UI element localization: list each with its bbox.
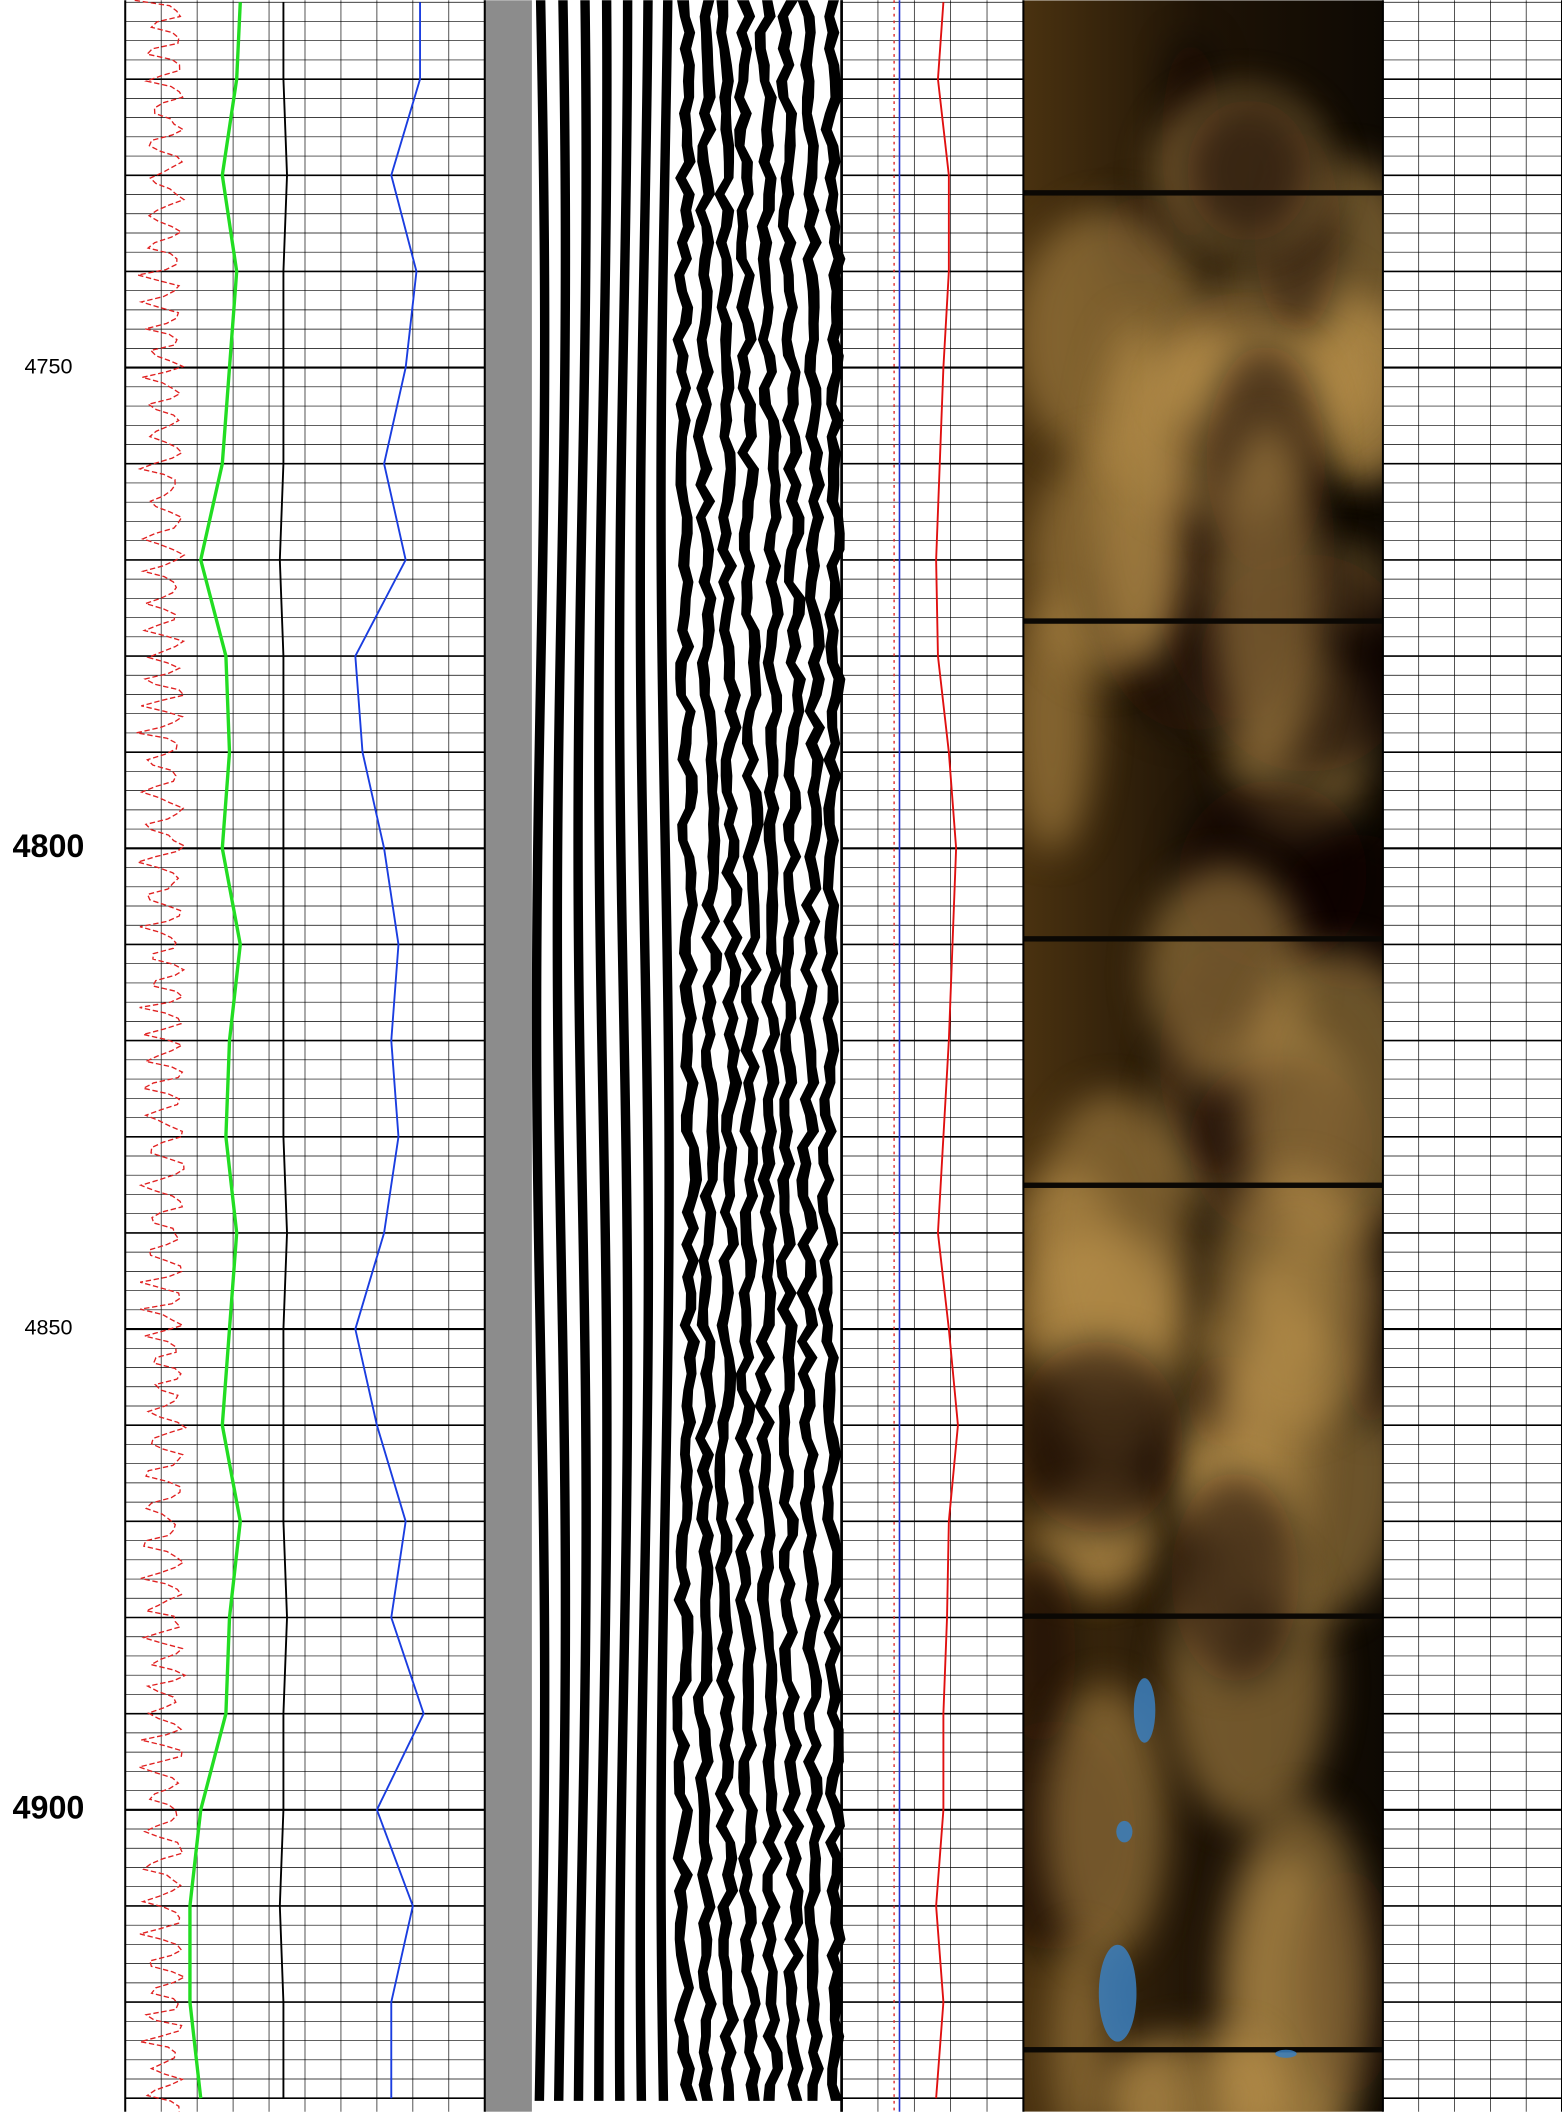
- texture-curve: [134, 0, 188, 2112]
- image-track: [1023, 0, 1383, 2112]
- image-seam: [1023, 936, 1383, 942]
- stripe: [817, 0, 846, 2101]
- stripe: [796, 0, 826, 2101]
- depth-label: 4900: [13, 1789, 85, 1825]
- log-curve: [188, 2, 242, 2099]
- image-seam: [1023, 2047, 1383, 2053]
- image-blob: [1032, 1091, 1191, 1399]
- image-blob: [1043, 1684, 1166, 1962]
- image-blob: [1203, 2035, 1275, 2112]
- image-seam: [1023, 618, 1383, 624]
- depth-label: 4800: [13, 828, 85, 864]
- stripe: [714, 0, 743, 2101]
- image-seam: [1023, 1182, 1383, 1188]
- stripe: [692, 0, 723, 2101]
- gray-column: [484, 0, 532, 2112]
- image-blob: [1211, 425, 1324, 772]
- image-blob: [1240, 949, 1383, 1243]
- image-blob: [1205, 1167, 1383, 1431]
- stripe: [754, 0, 784, 2101]
- waveform-track: [531, 0, 846, 2112]
- image-blob: [1023, 1341, 1183, 1534]
- stripe: [614, 0, 633, 2101]
- image-blob: [1220, 1800, 1376, 2112]
- depth-label: 4750: [25, 354, 73, 378]
- curves: [134, 0, 959, 2112]
- depth-label: 4850: [25, 1316, 73, 1340]
- stripe: [672, 0, 703, 2101]
- image-blob: [1049, 1935, 1110, 2112]
- stripe: [734, 0, 764, 2101]
- log-curve: [278, 2, 288, 2099]
- image-blob: [1023, 1555, 1076, 1747]
- image-blob: [1187, 99, 1312, 242]
- image-spot: [1133, 1678, 1156, 1743]
- stripe: [635, 0, 654, 2101]
- image-spot: [1098, 1944, 1137, 2042]
- stripe: [573, 0, 591, 2101]
- depth-labels: 4750 4800 4850 4900: [13, 354, 85, 1825]
- stripe: [552, 0, 571, 2101]
- image-blob: [1107, 2048, 1195, 2112]
- image-blob: [1171, 1472, 1300, 1683]
- stripe: [594, 0, 612, 2101]
- grid: [124, 0, 1562, 2112]
- image-spot: [1116, 1820, 1133, 1843]
- stripe: [775, 0, 806, 2101]
- log-curve: [935, 2, 959, 2099]
- image-seam: [1023, 1613, 1383, 1619]
- image-spot: [1275, 2049, 1297, 2058]
- stripe: [656, 0, 674, 2101]
- image-seam: [1023, 190, 1383, 196]
- log-curve: [354, 2, 425, 2099]
- stripe: [531, 0, 550, 2101]
